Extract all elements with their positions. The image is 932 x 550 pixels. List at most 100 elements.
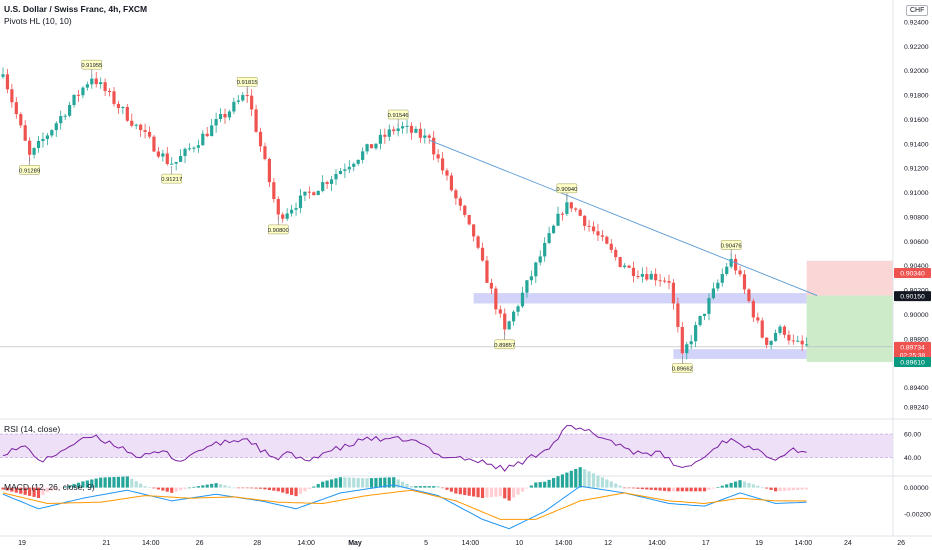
macd-histogram-bar [338,477,343,488]
candle-body [276,199,280,215]
macd-histogram-bar [427,486,431,488]
macd-histogram-bar [409,486,414,488]
macd-histogram-bar [476,487,480,498]
macd-histogram-bar [72,484,76,488]
price-tick-label: 0.90400 [904,263,929,270]
macd-histogram-bar [618,485,622,488]
macd-histogram-bar [596,475,600,488]
candle-body [716,282,720,289]
candle-body [489,282,493,289]
time-axis[interactable]: 19 21 14:00 26 28 14:00 May 5 14:00 10 14:00 12 14:0… [0,535,932,547]
candle-body [618,257,622,268]
macd-histogram-bar [90,479,94,488]
macd-histogram-bar [50,487,54,491]
macd-histogram-bar [485,487,489,498]
macd-pane[interactable] [1,467,809,530]
candle-body [85,84,89,88]
macd-title: MACD (12, 26, close, 9) [4,482,95,492]
macd-histogram-bar [623,487,627,489]
candle-body [516,306,520,312]
candle-body [569,202,573,209]
macd-histogram-bar [547,479,551,488]
candle-body [374,143,378,149]
macd-histogram-bar [463,487,467,496]
macd-histogram-bar [662,487,667,491]
candle-body [623,265,627,268]
macd-histogram-bar [1,487,5,490]
price-tick-label: 0.89240 [904,405,929,412]
macd-histogram-bar [23,487,27,495]
candle-body [440,158,445,171]
candle-body [81,87,85,96]
price-pane[interactable]: 0.91955 0.91815 0.91546 0.90940 0.90476 0.912… [0,59,932,477]
macd-histogram-bar [81,481,85,488]
time-tick-label: 26 [196,540,204,547]
macd-histogram-bar [791,487,795,491]
macd-histogram-bar [316,484,320,488]
macd-histogram-bar [734,481,738,488]
macd-histogram-bar [10,487,14,492]
macd-histogram-bar [418,486,422,488]
macd-histogram-bar [720,485,724,488]
candle-body [347,166,351,170]
candle-body [329,179,334,184]
candle-body [463,205,467,215]
macd-histogram-bar [645,487,649,490]
candle-body [401,126,405,129]
currency-badge[interactable]: CHF [906,5,929,16]
stop-loss-zone [806,260,893,296]
macd-histogram-bar [272,487,276,491]
candle-body [680,326,684,354]
price-axis[interactable]: 0.92400 0.92200 0.92000 0.91800 0.91600 0.914… [892,0,931,536]
macd-histogram-bar [36,487,41,498]
macd-histogram-bar [676,487,680,492]
price-tick-label: 0.90800 [904,214,929,221]
macd-histogram-bar [591,473,596,488]
candle-body [325,182,329,184]
candle-body [805,344,809,346]
macd-histogram-bar [41,487,45,496]
candle-body [538,256,542,263]
macd-histogram-bar [436,486,440,488]
macd-histogram-bar [210,483,214,488]
candle-body [583,215,587,226]
candle-body [405,125,409,127]
pivot-label: 0.90476 [721,243,742,249]
macd-histogram-bar [551,478,556,488]
macd-histogram-bar [63,486,67,488]
macd-histogram-bar [334,478,338,488]
macd-histogram-bar [116,476,121,488]
macd-histogram-bar [525,487,529,489]
candle-body [409,125,414,133]
macd-histogram-bar [587,471,591,488]
macd-histogram-bar [396,479,400,488]
candle-body [41,138,45,141]
candle-body [356,159,360,164]
macd-histogram-bar [569,470,573,488]
pivot-label: 0.89857 [494,343,515,349]
candle-body [472,224,476,237]
macd-histogram-bar [440,487,445,489]
candle-body [729,258,733,267]
candle-body [192,147,196,149]
candle-body [187,148,192,150]
candle-body [427,135,431,138]
macd-histogram-bar [738,480,742,488]
macd-histogram-bar [365,478,369,488]
candle-body [480,247,485,261]
macd-histogram-bar [423,486,427,488]
candle-body [214,119,218,126]
candle-body [662,280,667,282]
candle-body [59,116,63,124]
candle-body [711,288,715,299]
candle-body [645,274,649,280]
macd-histogram-bar [281,487,285,493]
macd-histogram-bar [658,487,662,491]
macd-histogram-bar [503,487,507,499]
candle-body [205,133,209,137]
symbol-title: U.S. Dollar / Swiss Franc, 4h, FXCM [4,4,148,14]
macd-histogram-bar [694,487,698,492]
price-tick-label: 0.91800 [904,93,929,100]
rsi-pane[interactable] [0,425,893,472]
